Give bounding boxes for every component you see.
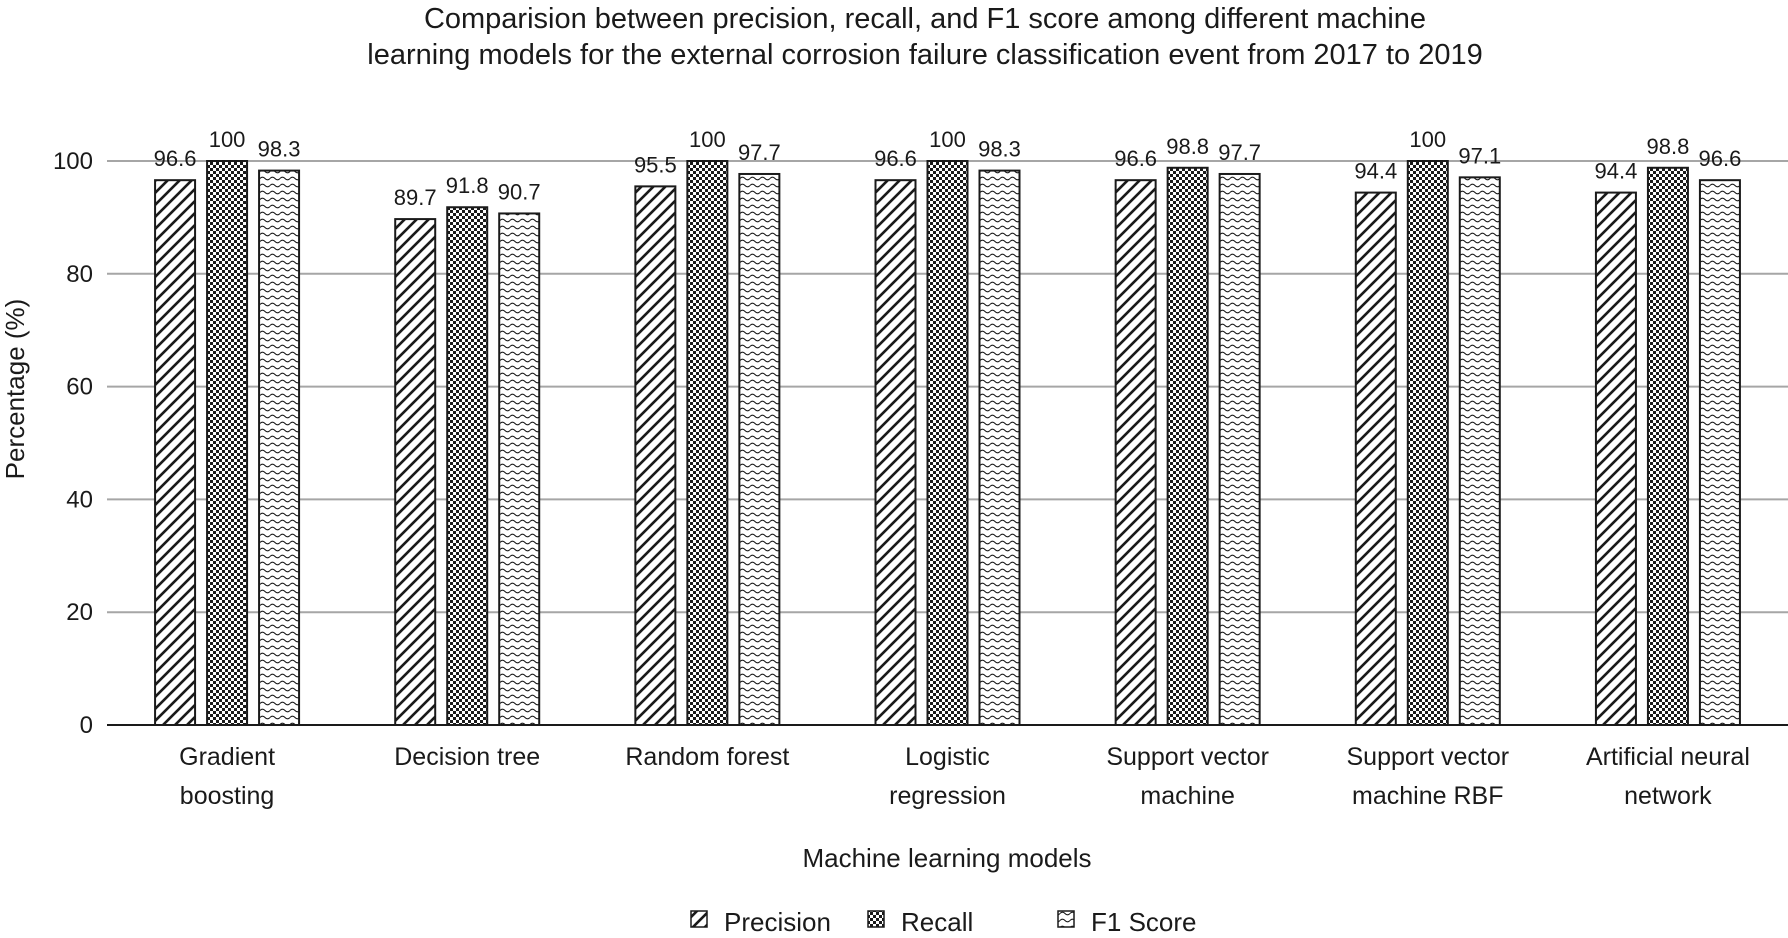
data-label-recall-3: 100 (689, 127, 726, 152)
data-label-f1-score-2: 90.7 (498, 179, 541, 204)
x-category-label-5-line-1: Support vector (1106, 743, 1269, 771)
bar-precision-3 (634, 185, 677, 726)
y-axis-title: Percentage (%) (0, 299, 30, 480)
y-tick-label-0: 0 (80, 712, 93, 739)
bar-precision-2 (394, 218, 437, 726)
data-label-precision-6: 94.4 (1354, 159, 1397, 184)
x-category-label-1-line-1: Gradient (179, 743, 275, 771)
chart-title-line-2: learning models for the external corrosi… (367, 39, 1483, 71)
bar-precision-7 (1594, 191, 1637, 727)
data-label-precision-2: 89.7 (394, 185, 437, 210)
data-label-recall-2: 91.8 (446, 173, 489, 198)
chart-title-line-1: Comparision between precision, recall, a… (424, 3, 1426, 35)
legend-swatch-recall (867, 910, 885, 928)
data-label-recall-5: 98.8 (1166, 134, 1209, 159)
data-label-recall-7: 98.8 (1647, 134, 1690, 159)
x-category-label-5-line-2: machine (1140, 782, 1235, 810)
bar-precision-5 (1114, 179, 1157, 726)
bar-precision-1 (154, 179, 197, 726)
data-label-precision-5: 96.6 (1114, 146, 1157, 171)
legend: Precision Recall F1 Score (690, 907, 1197, 937)
bar-f1-score-6 (1458, 176, 1501, 726)
data-labels: 96.6 100 98.3 89.7 91.8 90.7 95.5 100 97.7 96.6 10… (154, 127, 1742, 210)
bar-recall-4 (926, 160, 969, 726)
bar-recall-6 (1406, 160, 1449, 726)
data-label-f1-score-3: 97.7 (738, 140, 781, 165)
bar-f1-score-2 (498, 212, 541, 726)
x-category-label-2-line-1: Decision tree (394, 743, 540, 771)
legend-label-f1-score: F1 Score (1091, 907, 1197, 937)
legend-label-precision: Precision (724, 907, 831, 937)
data-label-f1-score-1: 98.3 (258, 137, 301, 162)
data-label-f1-score-4: 98.3 (978, 137, 1021, 162)
x-category-label-6-line-1: Support vector (1346, 743, 1509, 771)
bar-precision-4 (874, 179, 917, 726)
x-axis-category-labels: Gradient boosting Decision tree Random fore… (179, 743, 1750, 810)
bar-f1-score-3 (738, 172, 781, 727)
x-category-label-7-line-1: Artificial neural (1586, 743, 1750, 771)
data-label-precision-4: 96.6 (874, 146, 917, 171)
y-axis-tick-labels: 0 20 40 60 80 100 (53, 148, 93, 739)
data-label-recall-6: 100 (1409, 127, 1446, 152)
data-label-precision-3: 95.5 (634, 152, 677, 177)
bar-precision-6 (1354, 191, 1397, 727)
x-category-label-4-line-1: Logistic (905, 743, 990, 771)
x-category-label-1-line-2: boosting (180, 782, 275, 810)
y-tick-label-60: 60 (66, 374, 93, 401)
bar-f1-score-5 (1218, 172, 1261, 727)
legend-swatch-f1-score (1057, 910, 1075, 928)
x-category-label-6-line-2: machine RBF (1352, 782, 1503, 810)
chart-title: Comparision between precision, recall, a… (367, 3, 1483, 71)
bar-recall-2 (446, 206, 489, 727)
y-tick-label-40: 40 (66, 486, 93, 513)
x-category-label-3-line-1: Random forest (625, 743, 789, 771)
legend-swatch-precision (690, 910, 708, 928)
bars (154, 160, 1741, 727)
y-tick-label-20: 20 (66, 599, 93, 626)
bar-recall-7 (1646, 166, 1689, 726)
data-label-f1-score-6: 97.1 (1458, 143, 1501, 168)
data-label-precision-7: 94.4 (1595, 159, 1638, 184)
x-category-label-4-line-2: regression (889, 782, 1006, 810)
y-tick-label-80: 80 (66, 261, 93, 288)
bar-recall-5 (1166, 166, 1209, 726)
y-tick-label-100: 100 (53, 148, 93, 175)
x-axis-title: Machine learning models (802, 843, 1091, 873)
data-label-f1-score-5: 97.7 (1218, 140, 1261, 165)
bar-recall-1 (206, 160, 249, 726)
bar-recall-3 (686, 160, 729, 726)
x-category-label-7-line-2: network (1624, 782, 1712, 810)
data-label-precision-1: 96.6 (154, 146, 197, 171)
bar-f1-score-4 (978, 169, 1021, 726)
data-label-f1-score-7: 96.6 (1699, 146, 1742, 171)
legend-label-recall: Recall (901, 907, 973, 937)
bar-f1-score-7 (1698, 179, 1741, 726)
bar-f1-score-1 (258, 169, 301, 726)
data-label-recall-1: 100 (209, 127, 246, 152)
data-label-recall-4: 100 (929, 127, 966, 152)
